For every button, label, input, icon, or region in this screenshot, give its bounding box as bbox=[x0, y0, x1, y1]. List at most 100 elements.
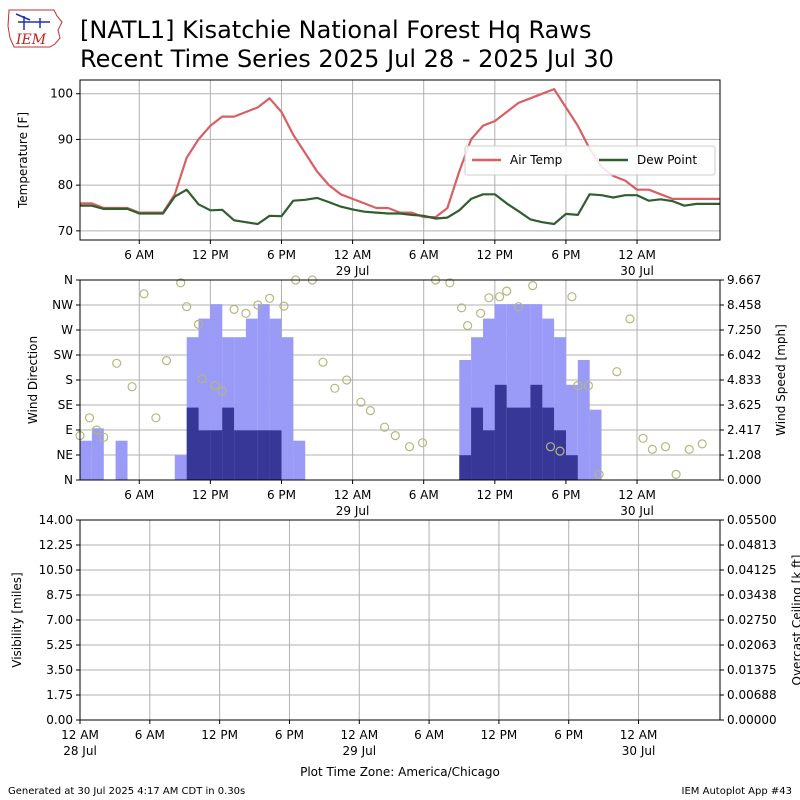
wind-x-tick-label: 12 PM bbox=[192, 488, 229, 502]
temperature-y-tick-label: 100 bbox=[50, 87, 73, 101]
wind-direction-point bbox=[404, 442, 415, 452]
dew-point-line bbox=[80, 188, 720, 226]
wind-speed-bar bbox=[459, 455, 472, 480]
wind-direction-point bbox=[463, 321, 473, 331]
temperature-y-ticks: 70 80 90 100 bbox=[50, 87, 80, 238]
legend-air-temp-label: Air Temp bbox=[510, 153, 562, 167]
visibility-x-tick-label: 6 AM bbox=[135, 728, 165, 742]
temperature-x-tick-label: 6 PM bbox=[551, 248, 580, 262]
wind-direction-point bbox=[330, 383, 340, 393]
wind-direction-points bbox=[75, 275, 707, 479]
visibility-y-tick-label: 12.25 bbox=[39, 538, 73, 552]
wind-speed-bar bbox=[494, 384, 507, 480]
visibility-x-tick-date: 28 Jul bbox=[63, 744, 97, 758]
iem-logo: IEM bbox=[7, 9, 63, 48]
wind-speed-bar bbox=[245, 430, 258, 480]
wind-x-tick-date: 30 Jul bbox=[620, 504, 654, 518]
visibility-x-tick-label: 6 AM bbox=[414, 728, 444, 742]
wind-direction-tick-label: SE bbox=[58, 398, 73, 412]
temperature-x-tick-label: 6 AM bbox=[124, 248, 154, 262]
wind-speed-tick-label: 7.250 bbox=[727, 323, 761, 337]
wind-direction-point bbox=[594, 469, 604, 479]
ceiling-y-tick-label: 0.04813 bbox=[727, 538, 777, 552]
x-axis-label: Plot Time Zone: America/Chicago bbox=[300, 765, 500, 779]
gust-bar bbox=[245, 318, 258, 480]
wind-direction-point bbox=[457, 303, 467, 313]
wind-direction-point bbox=[127, 382, 137, 392]
wind-direction-point bbox=[647, 444, 658, 454]
wind-direction-point bbox=[528, 281, 538, 291]
ceiling-y-label: Overcast Ceiling [k ft] bbox=[790, 555, 800, 686]
wind-speed-bar bbox=[210, 430, 223, 480]
temperature-y-tick-label: 70 bbox=[58, 224, 73, 238]
gust-bar bbox=[198, 318, 211, 480]
wind-direction-y-label: Wind Direction bbox=[26, 336, 40, 424]
wind-direction-point bbox=[567, 292, 577, 302]
ceiling-y-tick-label: 0.01375 bbox=[727, 663, 777, 677]
gust-bar bbox=[459, 360, 472, 480]
temperature-x-tick-label: 12 AM bbox=[334, 248, 372, 262]
wind-speed-bar bbox=[257, 430, 270, 480]
gust-bar bbox=[577, 360, 590, 480]
ceiling-y-tick-label: 0.02063 bbox=[727, 638, 777, 652]
ceiling-y-tick-label: 0.04125 bbox=[727, 563, 777, 577]
wind-direction-point bbox=[417, 438, 428, 448]
wind-speed-bar bbox=[234, 430, 246, 480]
wind-speed-y-label: Wind Speed [mph] bbox=[774, 324, 788, 436]
wind-direction-point bbox=[638, 433, 648, 443]
footer-app: IEM Autoplot App #43 bbox=[682, 786, 792, 797]
wind-direction-point bbox=[555, 446, 565, 456]
wind-direction-point bbox=[193, 319, 204, 329]
wind-direction-point bbox=[476, 308, 486, 318]
wind-panel: N NE E SE S SW W NW N 0.000 1.208 2.417 3.625 4.833 6… bbox=[26, 273, 788, 518]
gust-bar bbox=[589, 409, 602, 480]
wind-direction-tick-label: S bbox=[65, 373, 73, 387]
wind-direction-point bbox=[390, 431, 400, 441]
iowa-state-outline bbox=[7, 9, 63, 48]
visibility-y-tick-label: 14.00 bbox=[39, 513, 73, 527]
wind-direction-point bbox=[513, 302, 524, 312]
visibility-y-tick-label: 5.25 bbox=[46, 638, 73, 652]
legend-dew-point-label: Dew Point bbox=[637, 153, 697, 167]
wind-direction-point bbox=[176, 278, 186, 288]
wind-direction-point bbox=[484, 293, 494, 303]
wind-direction-point bbox=[625, 314, 635, 324]
wind-speed-tick-label: 3.625 bbox=[727, 398, 761, 412]
wind-direction-tick-label: NE bbox=[56, 448, 73, 462]
visibility-x-tick-label: 12 AM bbox=[620, 728, 658, 742]
wind-direction-point bbox=[84, 413, 95, 423]
wind-speed-tick-label: 4.833 bbox=[727, 373, 761, 387]
wind-speed-tick-label: 8.458 bbox=[727, 298, 761, 312]
temperature-legend: Air Temp Dew Point bbox=[464, 145, 716, 176]
wind-direction-point bbox=[342, 375, 352, 385]
chart-title-line1: [NATL1] Kisatchie National Forest Hq Raw… bbox=[80, 16, 591, 44]
wind-direction-point bbox=[318, 357, 328, 367]
gust-bar bbox=[281, 337, 294, 480]
wind-direction-tick-label: SW bbox=[54, 348, 74, 362]
wind-direction-point bbox=[241, 308, 251, 318]
wind-speed-bar bbox=[565, 455, 578, 480]
visibility-grid bbox=[79, 519, 720, 721]
visibility-y-tick-label: 10.50 bbox=[39, 563, 73, 577]
wind-direction-tick-label: E bbox=[65, 423, 73, 437]
gust-bar bbox=[174, 455, 187, 480]
gust-bar bbox=[115, 440, 128, 480]
wind-direction-point bbox=[684, 444, 694, 454]
gust-bar bbox=[554, 337, 566, 480]
wind-direction-ticks: N NE E SE S SW W NW N bbox=[52, 273, 80, 487]
wind-speed-bar bbox=[471, 407, 483, 480]
temperature-x-tick-label: 12 PM bbox=[476, 248, 513, 262]
wind-speed-bar bbox=[222, 407, 235, 480]
logo-wind-icon bbox=[15, 13, 50, 30]
wind-direction-point bbox=[380, 422, 390, 432]
wind-direction-point bbox=[495, 292, 505, 302]
wind-direction-point bbox=[151, 413, 161, 423]
wind-speed-bar bbox=[269, 430, 282, 480]
wind-direction-point bbox=[112, 358, 122, 368]
visibility-y-tick-label: 1.75 bbox=[46, 688, 73, 702]
gust-bar bbox=[91, 428, 104, 480]
temperature-plot-frame bbox=[79, 79, 721, 241]
wind-speed-bar bbox=[186, 407, 199, 480]
chart-title-line2: Recent Time Series 2025 Jul 28 - 2025 Ju… bbox=[80, 45, 614, 73]
visibility-y-tick-label: 7.00 bbox=[46, 613, 73, 627]
